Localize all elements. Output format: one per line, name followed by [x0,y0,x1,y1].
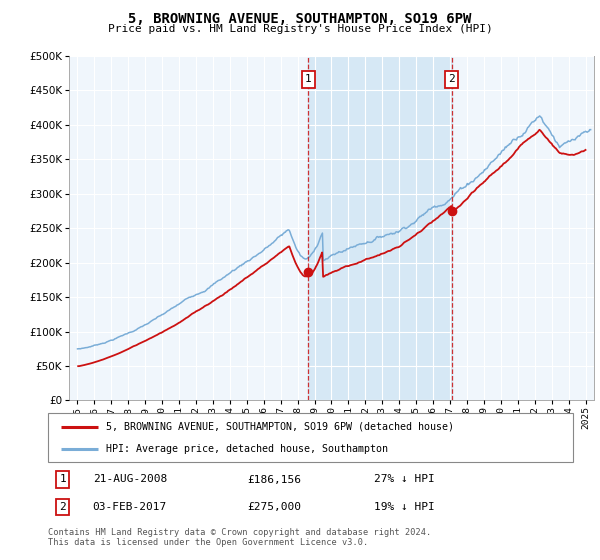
Text: HPI: Average price, detached house, Southampton: HPI: Average price, detached house, Sout… [106,444,388,454]
Text: 19% ↓ HPI: 19% ↓ HPI [373,502,434,512]
Text: 21-AUG-2008: 21-AUG-2008 [92,474,167,484]
Text: 1: 1 [305,74,312,85]
Text: 5, BROWNING AVENUE, SOUTHAMPTON, SO19 6PW (detached house): 5, BROWNING AVENUE, SOUTHAMPTON, SO19 6P… [106,422,454,432]
Text: £275,000: £275,000 [248,502,302,512]
Text: £186,156: £186,156 [248,474,302,484]
Text: Contains HM Land Registry data © Crown copyright and database right 2024.
This d: Contains HM Land Registry data © Crown c… [48,528,431,547]
Text: 5, BROWNING AVENUE, SOUTHAMPTON, SO19 6PW: 5, BROWNING AVENUE, SOUTHAMPTON, SO19 6P… [128,12,472,26]
Text: 1: 1 [59,474,66,484]
Text: 2: 2 [448,74,455,85]
Text: Price paid vs. HM Land Registry's House Price Index (HPI): Price paid vs. HM Land Registry's House … [107,24,493,34]
Text: 03-FEB-2017: 03-FEB-2017 [92,502,167,512]
Text: 2: 2 [59,502,66,512]
Bar [308,56,452,400]
Text: 27% ↓ HPI: 27% ↓ HPI [373,474,434,484]
